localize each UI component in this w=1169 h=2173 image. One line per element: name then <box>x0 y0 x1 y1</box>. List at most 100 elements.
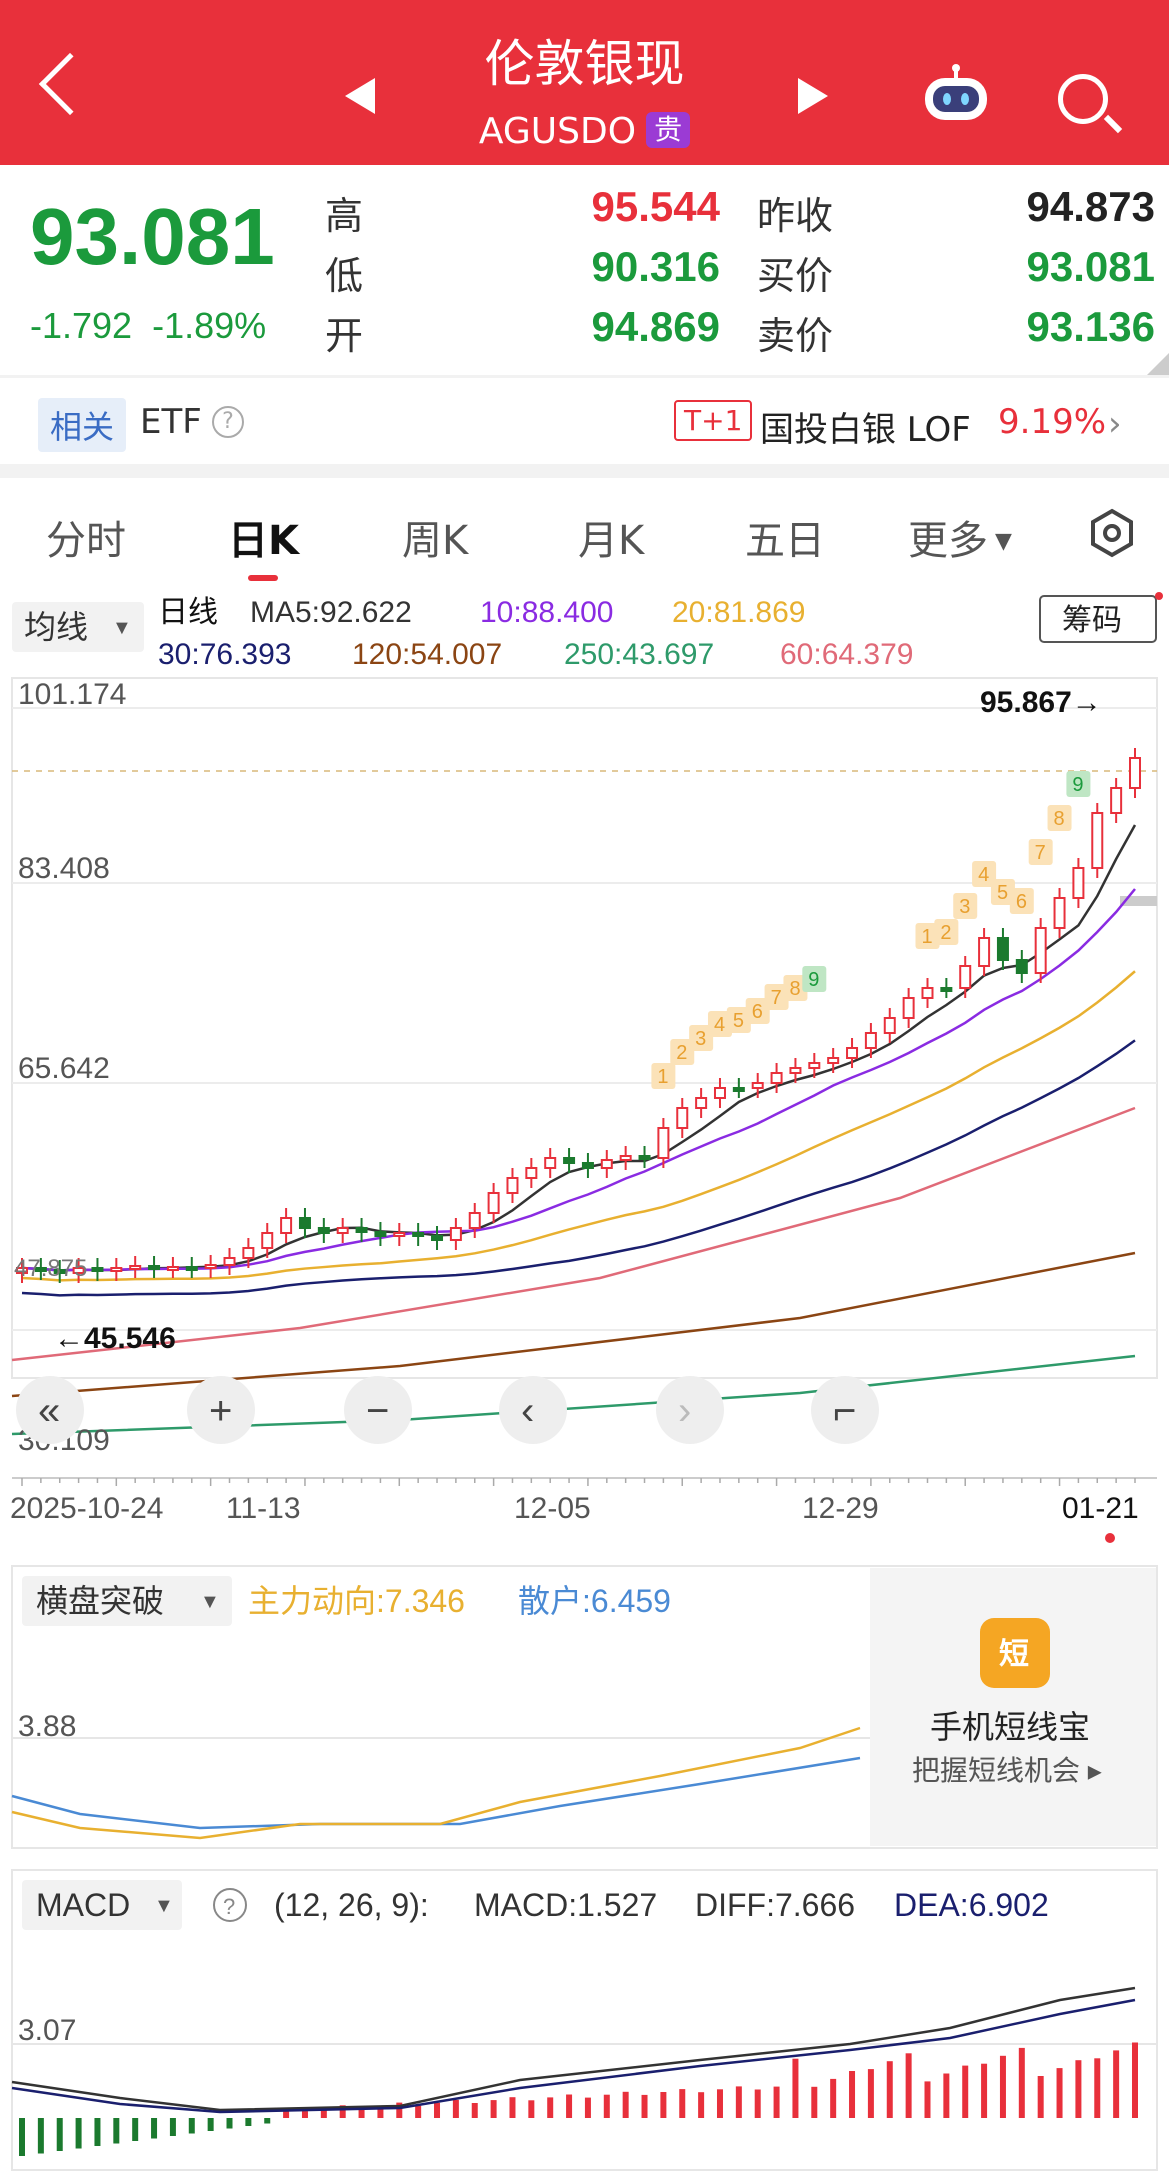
related-fund-name[interactable]: 国投白银 LOF <box>760 410 971 450</box>
macd-bar <box>924 2081 931 2118</box>
candle-body <box>393 1232 406 1237</box>
candle-body <box>72 1267 85 1274</box>
macd-bar <box>1094 2058 1101 2118</box>
min-price-label: ←45.546 <box>54 1322 176 1355</box>
macd-bar <box>301 2111 308 2118</box>
dropdown-icon: ▼ <box>154 1895 174 1917</box>
td-mark-box <box>953 893 978 919</box>
ad-subtitle: 把握短线机会 ▸ <box>912 1755 1102 1786</box>
ma60-value: 60:64.379 <box>780 638 913 671</box>
td-mark-box <box>745 998 770 1024</box>
macd-bar <box>264 2118 271 2124</box>
pan-right-icon[interactable]: › <box>656 1376 724 1444</box>
candle-body <box>110 1267 123 1272</box>
robot-assistant-icon[interactable] <box>921 62 991 124</box>
tab-more[interactable]: 更多 ▼ <box>908 508 1012 566</box>
td-mark-box <box>726 1007 751 1033</box>
candle-body <box>16 1267 28 1274</box>
tab-five-day[interactable]: 五日 <box>745 518 825 564</box>
ma-selector[interactable] <box>12 602 144 652</box>
tab-intraday[interactable]: 分时 <box>46 518 126 564</box>
candle-body <box>185 1266 198 1271</box>
next-instrument-icon[interactable] <box>798 78 828 114</box>
macd-bar <box>584 2097 591 2118</box>
candle-body <box>827 1057 840 1064</box>
td-mark-label: 2 <box>940 922 951 944</box>
pan-left-icon[interactable]: ‹ <box>499 1376 567 1444</box>
tab-monthly-k[interactable]: 月K <box>578 518 645 564</box>
ad-panel[interactable] <box>870 1568 1156 1846</box>
candle-body <box>940 987 953 992</box>
prev-instrument-icon[interactable] <box>345 78 375 114</box>
indicator1-selector-label: 横盘突破 <box>36 1583 164 1619</box>
control-glyph: − <box>366 1389 389 1433</box>
settings-icon[interactable] <box>1087 508 1137 558</box>
macd-bar <box>528 2100 535 2118</box>
macd-selector[interactable] <box>22 1880 182 1930</box>
macd-bar <box>37 2118 44 2154</box>
expand-corner-icon[interactable] <box>1147 353 1169 375</box>
macd-bar <box>773 2086 780 2118</box>
search-icon[interactable] <box>1058 74 1108 124</box>
y-tick-label: 65.642 <box>18 1052 110 1085</box>
candle-body <box>846 1047 859 1059</box>
macd-bar <box>283 2108 290 2118</box>
control-glyph: › <box>678 1389 691 1433</box>
candle-body <box>695 1097 708 1109</box>
prev-close-value: 94.873 <box>1026 183 1155 230</box>
td-mark-box <box>1047 805 1072 831</box>
help-icon[interactable] <box>213 1888 247 1922</box>
candle-body <box>732 1087 745 1092</box>
macd-bar <box>999 2055 1006 2118</box>
macd-bar <box>1075 2060 1082 2118</box>
collapse-left-icon[interactable]: « <box>16 1376 84 1444</box>
macd-params: (12, 26, 9): <box>274 1887 429 1923</box>
candle-body <box>808 1062 821 1069</box>
retail-line <box>11 1756 861 1830</box>
candle-body <box>563 1157 576 1164</box>
td-mark-box <box>1009 888 1034 914</box>
zoom-out-icon[interactable]: − <box>344 1376 412 1444</box>
first-price-label: 47.875 <box>14 1255 87 1282</box>
x-tick-label: 2025-10-24 <box>10 1492 163 1525</box>
candle-body <box>751 1082 764 1089</box>
macd-bar <box>1056 2068 1063 2118</box>
tab-daily-k[interactable]: 日K <box>228 518 299 564</box>
td-mark-label: 2 <box>676 1042 687 1064</box>
candle-body <box>204 1264 217 1269</box>
td-mark-label: 5 <box>997 882 1008 904</box>
help-icon[interactable]: ? <box>212 406 244 438</box>
retail-value: 散户:6.459 <box>518 1583 671 1619</box>
related-etf-label[interactable]: ETF <box>140 402 202 442</box>
ask-value: 93.136 <box>1026 303 1155 350</box>
fullscreen-icon[interactable]: ⌐ <box>811 1376 879 1444</box>
macd-bar <box>735 2086 742 2118</box>
macd-bar <box>151 2118 158 2139</box>
macd-bar <box>1037 2076 1044 2118</box>
chart-svg[interactable]: 均线 ▼ 日线 MA5:92.622 10:88.400 20:81.869 3… <box>0 588 1169 2173</box>
td-mark-box <box>990 879 1015 905</box>
candle-body <box>544 1157 557 1169</box>
candle-body <box>1072 867 1085 899</box>
zoom-in-icon[interactable]: + <box>187 1376 255 1444</box>
candle-body <box>1034 927 1047 974</box>
candle-body <box>525 1167 538 1179</box>
tab-weekly-k[interactable]: 周K <box>402 518 469 564</box>
candle-body <box>223 1257 236 1266</box>
macd-bar <box>358 2108 365 2118</box>
ma30-line <box>21 1039 1136 1297</box>
macd-lines <box>11 1986 1136 2114</box>
macd-bar <box>169 2118 176 2136</box>
td-mark-label: 1 <box>921 926 932 948</box>
macd-bar <box>94 2118 101 2146</box>
ad-icon-label: 短 <box>999 1638 1029 1671</box>
chips-button[interactable] <box>1039 595 1157 643</box>
y-tick-label: 101.174 <box>18 678 126 711</box>
candle-body <box>449 1227 462 1241</box>
chevron-right-icon[interactable]: › <box>1108 404 1122 444</box>
td-mark-box <box>764 984 789 1010</box>
control-circle <box>187 1376 255 1444</box>
indicator1-selector[interactable] <box>22 1576 232 1626</box>
candle-body <box>713 1087 726 1099</box>
x-tick-label: 12-29 <box>802 1492 879 1525</box>
